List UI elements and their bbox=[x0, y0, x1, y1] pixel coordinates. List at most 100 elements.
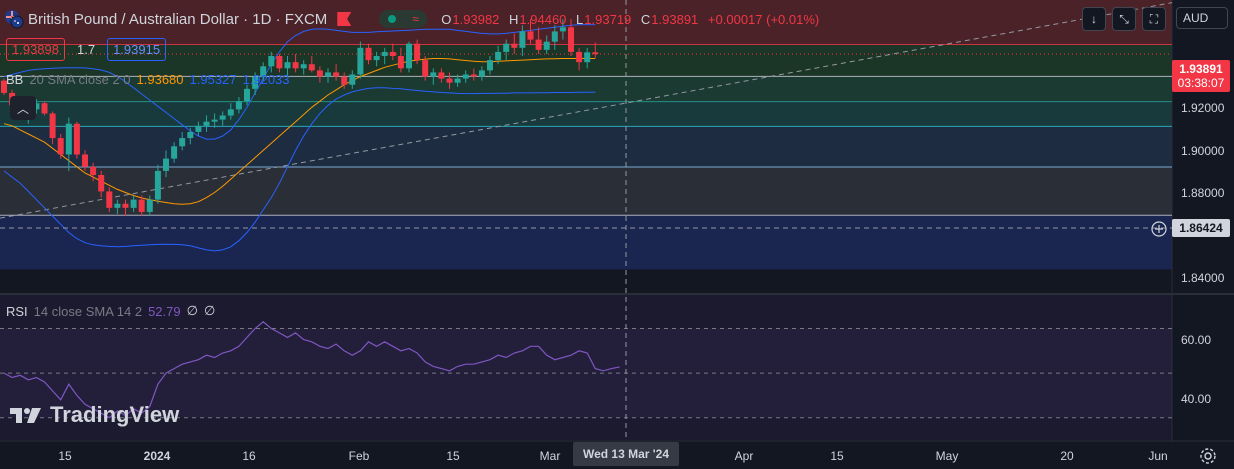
ohlc-close-value: 1.93891 bbox=[651, 11, 699, 27]
add-plus-icon[interactable] bbox=[1150, 220, 1168, 238]
collapse-legend-button[interactable]: ︿ bbox=[10, 96, 36, 120]
candle-body bbox=[373, 56, 380, 61]
bb-legend[interactable]: BB 20 SMA close 2 0 1.93680 1.95327 1.92… bbox=[6, 70, 290, 88]
crosshair-price-tag: 1.86424 bbox=[1172, 219, 1230, 237]
candle-body bbox=[114, 203, 121, 208]
candle-body bbox=[211, 119, 218, 122]
market-status-pill[interactable]: ≈ bbox=[379, 10, 428, 28]
currency-flag-icon bbox=[5, 10, 24, 29]
candle bbox=[487, 56, 493, 75]
candle-body bbox=[235, 101, 242, 110]
candle-body bbox=[454, 78, 461, 83]
candle-body bbox=[90, 166, 97, 176]
candle-body bbox=[568, 27, 574, 52]
flag-icon[interactable] bbox=[337, 12, 352, 26]
time-axis-label: Feb bbox=[348, 449, 370, 463]
candle-body bbox=[308, 64, 315, 71]
price-zone bbox=[0, 167, 1172, 216]
ohlc-low-key: L bbox=[576, 11, 584, 27]
candle-body bbox=[57, 138, 64, 155]
time-axis[interactable]: 15 2024 16 Feb 15 Mar Apr 15 May 20 Jun bbox=[0, 441, 1172, 469]
candle bbox=[397, 47, 404, 73]
candle bbox=[357, 41, 364, 79]
chevron-up-icon: ︿ bbox=[16, 101, 29, 116]
candle-body bbox=[154, 170, 161, 200]
time-axis-label: Apr bbox=[734, 449, 754, 463]
candle bbox=[584, 47, 591, 69]
candle-body bbox=[519, 31, 526, 48]
candle-body bbox=[73, 123, 80, 155]
candle bbox=[381, 47, 388, 65]
bb-legend-name: BB bbox=[6, 71, 24, 87]
bb-upper-value: 1.95327 bbox=[189, 71, 237, 87]
rsi-legend-value: 52.79 bbox=[148, 303, 181, 319]
candle bbox=[576, 47, 583, 71]
candle bbox=[1, 78, 7, 95]
price-axis-label: 1.88000 bbox=[1181, 186, 1225, 200]
price-zone bbox=[0, 126, 1172, 168]
candle bbox=[106, 187, 113, 212]
candle-body bbox=[511, 43, 518, 48]
candle-body bbox=[438, 72, 445, 79]
currency-selector[interactable]: AUD bbox=[1176, 7, 1228, 29]
rsi-legend-params: 14 close SMA 14 2 bbox=[33, 303, 143, 319]
bar-countdown: 03:38:07 bbox=[1177, 76, 1225, 90]
rsi-legend[interactable]: RSI 14 close SMA 14 2 52.79 ∅ ∅ bbox=[6, 302, 215, 320]
candle-body bbox=[300, 64, 307, 69]
current-price: 1.93891 bbox=[1179, 62, 1223, 76]
symbol-title[interactable]: British Pound / Australian Dollar · 1D ·… bbox=[28, 10, 328, 28]
candle bbox=[503, 39, 510, 61]
candle-body bbox=[41, 103, 48, 114]
candle-body bbox=[179, 138, 186, 147]
candle bbox=[495, 45, 502, 65]
price-zone bbox=[0, 101, 1172, 127]
wave-icon: ≈ bbox=[412, 12, 419, 26]
candle-body bbox=[171, 146, 178, 159]
candle-body bbox=[260, 66, 267, 77]
candle bbox=[211, 113, 218, 128]
candle bbox=[478, 66, 485, 81]
candle-body bbox=[146, 199, 153, 212]
candle bbox=[138, 195, 145, 217]
candle-body bbox=[333, 72, 340, 77]
time-axis-label: 2024 bbox=[143, 449, 171, 463]
arrow-down-icon[interactable]: ↓ bbox=[1082, 7, 1106, 31]
candle bbox=[373, 51, 380, 67]
ohlc-open-value: 1.93982 bbox=[452, 11, 500, 27]
fullscreen-icon[interactable]: ⛶ bbox=[1142, 7, 1166, 31]
buy-button[interactable]: 1.93915 bbox=[107, 37, 167, 61]
candle-body bbox=[576, 51, 583, 63]
candle bbox=[292, 53, 299, 73]
candle bbox=[252, 72, 259, 95]
gear-icon[interactable] bbox=[1199, 447, 1217, 465]
candle bbox=[414, 39, 421, 65]
candle-body bbox=[65, 123, 72, 155]
candle bbox=[90, 162, 97, 182]
ohlc-high-key: H bbox=[509, 11, 519, 27]
tradingview-watermark[interactable]: TradingView bbox=[10, 402, 179, 428]
candle-body bbox=[406, 43, 412, 69]
pane-tools: ↓ ⤡ ⛶ bbox=[1082, 7, 1166, 31]
candle-body bbox=[195, 125, 202, 132]
candle-body bbox=[227, 109, 234, 116]
price-axis-label: 1.90000 bbox=[1181, 144, 1225, 158]
candle-body bbox=[422, 60, 429, 77]
candle-body bbox=[470, 74, 477, 77]
collapse-icon[interactable]: ⤡ bbox=[1112, 7, 1136, 31]
candle bbox=[57, 133, 64, 159]
candle-body bbox=[357, 47, 364, 75]
current-price-tag: 1.93891 03:38:07 bbox=[1172, 60, 1230, 92]
candle-body bbox=[430, 72, 437, 77]
price-axis-label: 1.92000 bbox=[1181, 101, 1225, 115]
candle bbox=[33, 99, 40, 114]
crosshair-date-label: Wed 13 Mar '24 bbox=[573, 442, 679, 466]
candle bbox=[446, 72, 453, 89]
sell-button[interactable]: 1.93898 bbox=[6, 37, 65, 61]
trend-line bbox=[0, 2, 1173, 219]
candle-body bbox=[122, 203, 129, 208]
candle-body bbox=[1, 80, 7, 93]
candle-body bbox=[106, 191, 113, 208]
candle-body bbox=[495, 51, 502, 61]
